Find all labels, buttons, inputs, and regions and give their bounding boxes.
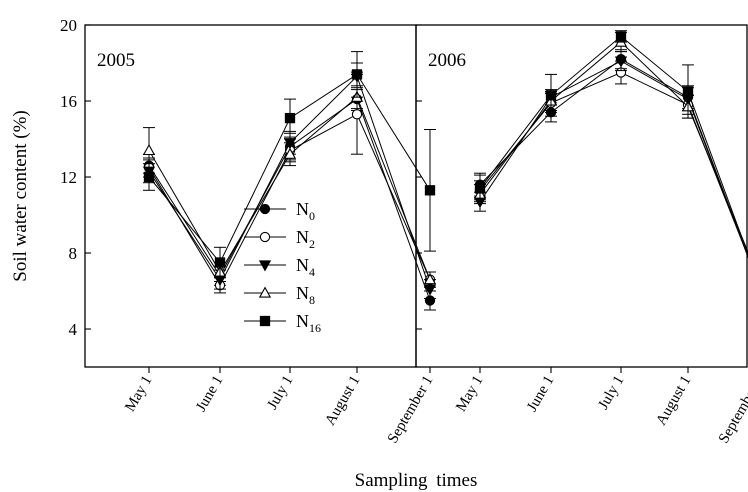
series-n8 [142,85,437,288]
series-n16 [143,51,436,279]
data-point [214,257,226,268]
plot-frame [415,24,748,368]
panel-2006: May 1 June 1 July 1 August 1 September 1 2006 [415,24,748,446]
legend-entry-n16: N16 [244,311,321,335]
series-n8 [473,32,748,254]
x-tick-label-may-1: May 1 [122,373,155,415]
legend-entry-n0: N0 [244,199,315,223]
x-tick-label-july-1: July 1 [595,373,627,412]
legend-label: N2 [296,227,315,251]
y-tick-label: 20 [60,16,77,35]
y-tick-label: 4 [69,320,78,339]
data-point [615,31,627,42]
series-line [479,60,748,259]
series-line [479,41,748,254]
x-tick-label-june-1: June 1 [524,373,557,415]
data-point [545,90,557,101]
data-point [284,112,296,124]
legend-entry-n2: N2 [244,227,315,251]
x-tick-label-august-1: August 1 [653,373,694,428]
y-tick-label: 8 [69,244,78,263]
series-n4 [142,62,437,300]
x-tick-label-may-1: May 1 [453,373,486,415]
data-point [142,143,156,156]
legend-entry-n4: N4 [244,255,315,279]
legend-label: N4 [296,255,315,279]
data-point [143,171,155,183]
y-axis-label: Soil water content (%) [10,110,31,281]
plot-frame [84,24,417,368]
legend: N0 N2 N4 N8 N16 [244,199,321,335]
x-tick-label-september-1: September 1 [716,373,748,446]
y-tick-label: 16 [60,92,77,111]
series-n2 [474,60,748,258]
data-point [682,86,694,97]
legend-label: N0 [296,199,315,223]
data-point [474,183,486,194]
x-tick-label-august-1: August 1 [322,373,363,428]
y-tick-label: 12 [60,168,77,187]
series-line [479,71,748,258]
data-point [351,109,363,120]
data-point [283,147,297,159]
series-n16 [474,30,748,256]
legend-marker [258,286,272,298]
x-tick-label-june-1: June 1 [193,373,226,415]
x-tick-label-july-1: July 1 [264,373,296,412]
legend-marker [259,203,271,215]
data-point [424,185,436,196]
legend-entry-n8: N8 [244,283,315,307]
panel-label: 2005 [97,50,135,71]
series-n0 [474,49,748,258]
legend-label: N8 [296,283,315,307]
data-point [614,56,628,68]
legend-marker [258,260,272,272]
legend-marker [259,231,271,243]
series-line [479,35,748,256]
data-point [423,273,437,285]
x-axis-label: Sampling times [355,470,478,491]
panel-label: 2006 [428,50,466,71]
series-n4 [473,51,748,259]
legend-marker [259,315,271,327]
x-tick-label-september-1: September 1 [385,373,437,446]
data-point [351,69,363,80]
series-line [479,58,748,258]
panel-2005: 4 8 12 16 20 May 1 June 1 July 1 August 1 Septemb… [60,16,436,446]
legend-label: N16 [296,311,321,335]
